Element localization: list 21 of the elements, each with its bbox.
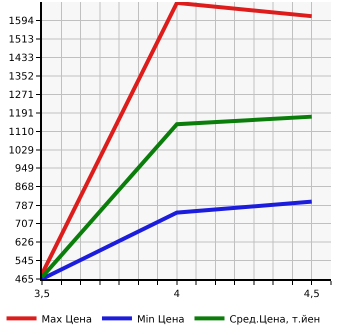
y-tick-label: 868 [14, 182, 34, 194]
legend-label: Min Цена [136, 314, 184, 326]
legend-label: Сред.Цена, т.йен [229, 314, 320, 326]
y-tick-label: 787 [14, 200, 34, 212]
y-tick-label: 626 [14, 238, 34, 249]
y-tick-label: 1594 [8, 16, 34, 28]
y-tick-label: 1433 [8, 52, 34, 64]
y-tick-label: 1110 [8, 126, 34, 138]
y-tick-label: 1029 [8, 145, 34, 156]
y-tick-label: 1352 [8, 71, 34, 82]
y-tick-label: 949 [14, 164, 34, 175]
x-tick-label: 4,5 [304, 289, 320, 300]
y-tick-label: 1271 [8, 90, 34, 101]
y-tick-label: 1191 [8, 108, 34, 120]
y-tick-label: 545 [14, 256, 34, 268]
legend-label: Max Цена [42, 314, 92, 326]
y-tick-label: 1513 [8, 34, 34, 46]
y-tick-label: 707 [14, 219, 34, 230]
x-tick-label: 3,5 [34, 289, 50, 300]
x-tick-label: 4 [174, 289, 180, 300]
y-tick-label: 465 [14, 274, 34, 286]
